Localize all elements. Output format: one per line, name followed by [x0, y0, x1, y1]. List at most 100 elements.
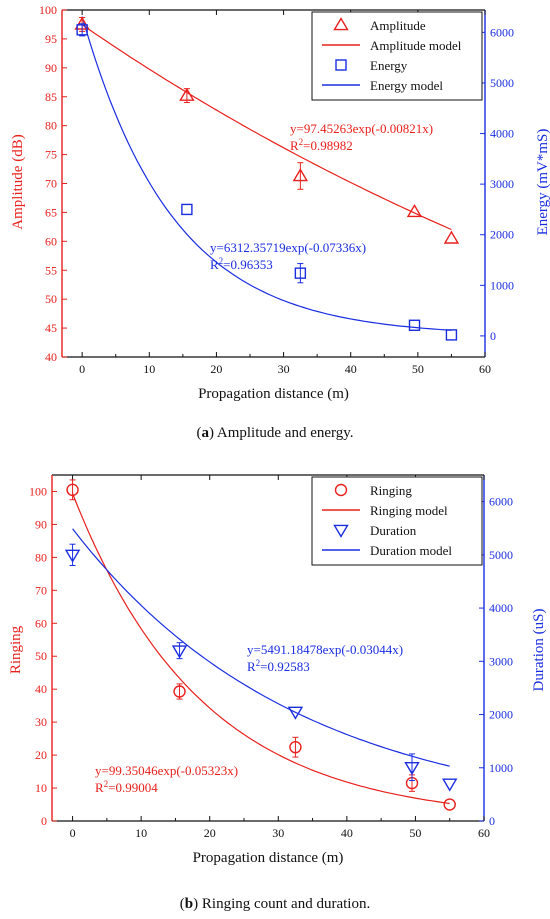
- right-y-axis-label: Duration (uS): [531, 609, 547, 692]
- model-curve: [72, 493, 450, 805]
- left-y-tick-label: 60: [45, 234, 57, 248]
- x-tick-label: 40: [345, 362, 357, 376]
- right-y-tick-label: 5000: [489, 548, 513, 562]
- x-axis-label: Propagation distance (m): [198, 386, 349, 402]
- data-point: [294, 267, 307, 279]
- x-tick-label: 50: [412, 362, 424, 376]
- fit-r-squared: R2=0.99004: [95, 779, 158, 795]
- data-point: [173, 685, 186, 698]
- x-tick-label: 20: [204, 826, 216, 840]
- x-tick-label: 50: [409, 826, 421, 840]
- legend-label: Amplitude: [370, 18, 426, 33]
- chart-b: 0 10 20 30 40 50 60010203040506070809010001000…: [8, 474, 547, 866]
- left-y-tick-label: 0: [41, 814, 47, 828]
- right-y-tick-label: 4000: [489, 601, 513, 615]
- caption-b: (b) Ringing count and duration.: [179, 896, 371, 912]
- model-curve: [81, 16, 452, 331]
- data-point: [76, 24, 88, 36]
- x-tick-label: 60: [479, 362, 491, 376]
- legend-label: Duration: [370, 523, 417, 538]
- x-tick-label: 0: [79, 362, 85, 376]
- data-point: [443, 230, 460, 244]
- legend-marker: [335, 59, 347, 71]
- fit-r-squared: R2=0.98982: [290, 137, 353, 153]
- x-tick-label: 30: [278, 362, 290, 376]
- left-y-tick-label: 75: [45, 148, 57, 162]
- right-y-tick-label: 0: [490, 329, 496, 343]
- legend-label: Ringing model: [370, 503, 448, 518]
- x-tick-label: 10: [135, 826, 147, 840]
- x-axis-label: Propagation distance (m): [193, 850, 344, 866]
- left-y-tick-label: 45: [45, 321, 57, 335]
- data-point: [292, 168, 309, 182]
- data-point: [66, 483, 79, 497]
- left-y-tick-label: 50: [45, 292, 57, 306]
- left-y-tick-label: 90: [45, 61, 57, 75]
- data-point: [404, 761, 420, 776]
- data-point: [443, 798, 456, 811]
- right-y-tick-label: 0: [489, 814, 495, 828]
- right-y-tick-label: 3000: [490, 177, 514, 191]
- data-point: [406, 203, 423, 218]
- caption-b-letter: b: [184, 896, 194, 912]
- x-tick-label: 0: [70, 826, 76, 840]
- right-y-tick-label: 1000: [490, 278, 514, 292]
- left-y-tick-label: 90: [35, 517, 47, 531]
- fit-equation: y=5491.18478exp(-0.03044x): [247, 642, 403, 657]
- fit-equation: y=97.45263exp(-0.00821x): [290, 121, 433, 136]
- x-tick-label: 20: [210, 362, 222, 376]
- right-y-tick-label: 6000: [490, 25, 514, 39]
- left-y-tick-label: 100: [39, 3, 57, 17]
- caption-a: (a) Amplitude and energy.: [196, 425, 354, 441]
- fit-r-squared: R2=0.92583: [247, 658, 310, 674]
- data-point: [441, 778, 458, 792]
- fit-equation: y=99.35046exp(-0.05323x): [95, 763, 238, 778]
- left-y-tick-label: 65: [45, 205, 57, 219]
- left-y-tick-label: 60: [35, 616, 47, 630]
- right-y-tick-label: 6000: [489, 495, 513, 509]
- caption-a-text: Amplitude and energy.: [213, 425, 354, 441]
- x-tick-label: 30: [272, 826, 284, 840]
- legend-label: Ringing: [370, 483, 412, 498]
- data-point: [181, 203, 193, 216]
- left-y-tick-label: 55: [45, 263, 57, 277]
- data-point: [445, 329, 458, 341]
- chart-a: 0 10 20 30 40 50 60 40 45 50 55 60 65 70 75 80 85 90 95 100…: [10, 3, 550, 402]
- fit-equation: y=6312.35719exp(-0.07336x): [210, 240, 366, 255]
- x-tick-label: 10: [143, 362, 155, 376]
- left-y-tick-label: 70: [35, 583, 47, 597]
- data-point: [289, 740, 302, 754]
- legend-label: Amplitude model: [370, 38, 462, 53]
- right-y-tick-label: 2000: [489, 708, 513, 722]
- left-y-axis-label: Ringing: [8, 625, 24, 674]
- right-y-tick-label: 2000: [490, 228, 514, 242]
- data-point: [64, 549, 81, 563]
- right-y-tick-label: 3000: [489, 654, 513, 668]
- left-y-tick-label: 20: [35, 748, 47, 762]
- left-y-tick-label: 95: [45, 32, 57, 46]
- x-tick-label: 60: [478, 826, 490, 840]
- caption-a-letter: a: [201, 425, 209, 441]
- left-y-axis-label: Amplitude (dB): [10, 134, 26, 229]
- left-y-tick-label: 30: [35, 715, 47, 729]
- left-y-tick-label: 40: [35, 682, 47, 696]
- right-y-tick-label: 4000: [490, 127, 514, 141]
- left-y-tick-label: 85: [45, 90, 57, 104]
- legend-label: Energy model: [370, 78, 443, 93]
- x-tick-label: 40: [341, 826, 353, 840]
- left-y-tick-label: 80: [35, 550, 47, 564]
- caption-b-text: Ringing count and duration.: [198, 896, 371, 912]
- data-point: [408, 319, 421, 331]
- legend-marker: [334, 483, 348, 497]
- legend-marker: [333, 17, 349, 31]
- legend-marker: [333, 524, 349, 538]
- right-y-tick-label: 1000: [489, 761, 513, 775]
- right-y-axis-label: Energy (mV*mS): [535, 129, 550, 236]
- data-point: [171, 645, 188, 659]
- left-y-tick-label: 10: [35, 781, 47, 795]
- left-y-tick-label: 70: [45, 177, 57, 191]
- legend-label: Energy: [370, 58, 408, 73]
- legend-label: Duration model: [370, 543, 452, 558]
- model-curve: [81, 24, 452, 231]
- left-y-tick-label: 50: [35, 649, 47, 663]
